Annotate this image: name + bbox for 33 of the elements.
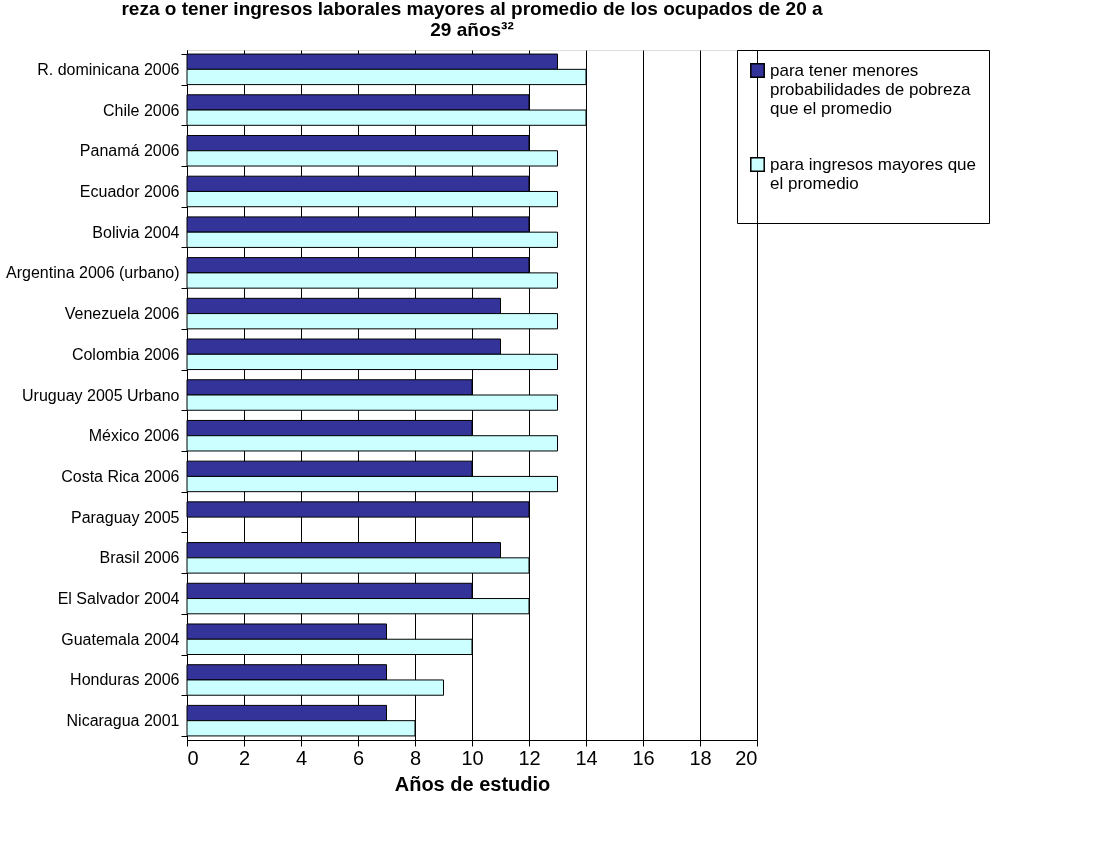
y-tick-label: Brasil 2006 — [99, 549, 180, 567]
x-tick-label: 18 — [689, 746, 712, 769]
y-tick-label: Chile 2006 — [103, 101, 180, 119]
x-tick-label: 14 — [575, 746, 598, 769]
text: 29 años³² — [430, 19, 514, 40]
y-tick-label: Panamá 2006 — [79, 142, 180, 160]
x-tick-label: 4 — [295, 746, 308, 769]
y-tick-label: Uruguay 2005 Urbano — [22, 386, 180, 404]
x-tick-label: 8 — [409, 746, 422, 769]
x-tick-label: 10 — [461, 746, 484, 769]
x-axis-title: Años de estudio — [394, 772, 551, 795]
legend-label: para ingresos mayores que el promedio — [770, 154, 977, 193]
text: reza o tener ingresos laborales mayores al promedio de los ocupados de 20 a — [121, 0, 823, 19]
y-tick-label: Bolivia 2004 — [92, 223, 180, 241]
x-tick-label: 6 — [352, 746, 365, 769]
y-tick-label: Ecuador 2006 — [79, 182, 180, 200]
y-tick-label: Paraguay 2005 — [70, 508, 180, 526]
y-tick-label: Nicaragua 2001 — [66, 712, 180, 730]
y-tick-label: Argentina 2006 (urbano) — [6, 264, 180, 282]
y-tick-label: Venezuela 2006 — [64, 305, 180, 323]
y-tick-label: R. dominicana 2006 — [37, 60, 180, 78]
x-tick-label: 2 — [238, 746, 251, 769]
y-tick-label: El Salvador 2004 — [57, 590, 180, 608]
x-tick-label: 0 — [187, 746, 199, 769]
x-tick-label: 20 — [735, 746, 758, 769]
legend-label: para tener menores probabilidades de pobreza que el promedio — [770, 60, 971, 118]
x-tick-label: 16 — [632, 746, 655, 769]
y-tick-label: Colombia 2006 — [71, 345, 180, 363]
y-tick-label: Guatemala 2004 — [61, 630, 180, 648]
x-tick-label: 12 — [518, 746, 541, 769]
y-tick-label: Costa Rica 2006 — [61, 467, 180, 485]
y-tick-label: México 2006 — [88, 427, 180, 445]
y-tick-label: Honduras 2006 — [70, 671, 180, 689]
